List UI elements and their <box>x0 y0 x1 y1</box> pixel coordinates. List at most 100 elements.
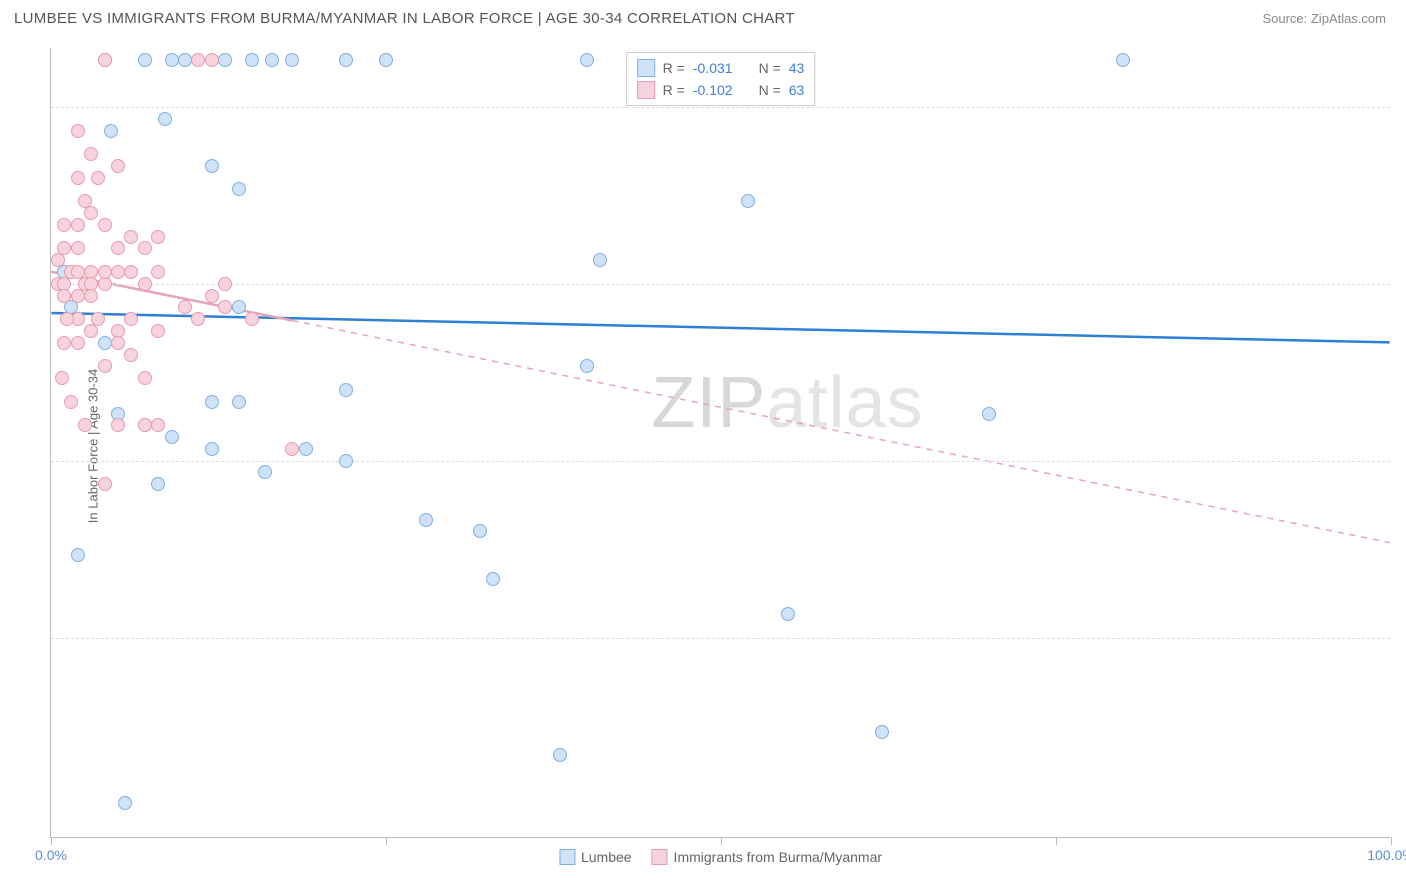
data-point <box>98 336 112 350</box>
data-point <box>151 477 165 491</box>
data-point <box>245 312 259 326</box>
data-point <box>71 548 85 562</box>
data-point <box>473 524 487 538</box>
data-point <box>232 182 246 196</box>
data-point <box>158 112 172 126</box>
x-tick <box>386 837 387 845</box>
data-point <box>111 241 125 255</box>
data-point <box>118 796 132 810</box>
data-point <box>151 230 165 244</box>
data-point <box>258 465 272 479</box>
data-point <box>84 206 98 220</box>
data-point <box>98 218 112 232</box>
legend-swatch <box>637 81 655 99</box>
data-point <box>191 53 205 67</box>
data-point <box>98 359 112 373</box>
legend-r-label: R = <box>663 60 685 76</box>
data-point <box>245 53 259 67</box>
data-point <box>285 53 299 67</box>
data-point <box>205 159 219 173</box>
series-legend-item: Immigrants from Burma/Myanmar <box>652 849 882 865</box>
data-point <box>124 312 138 326</box>
data-point <box>1116 53 1130 67</box>
legend-r-value: -0.102 <box>693 82 733 98</box>
data-point <box>91 312 105 326</box>
data-point <box>57 336 71 350</box>
x-tick-label: 100.0% <box>1367 847 1406 863</box>
data-point <box>98 53 112 67</box>
data-point <box>165 53 179 67</box>
data-point <box>138 53 152 67</box>
data-point <box>339 53 353 67</box>
legend-row: R =-0.102N =63 <box>637 79 805 101</box>
data-point <box>57 218 71 232</box>
x-tick-label: 0.0% <box>35 847 67 863</box>
gridline <box>51 107 1390 108</box>
data-point <box>91 171 105 185</box>
data-point <box>299 442 313 456</box>
data-point <box>57 241 71 255</box>
data-point <box>178 300 192 314</box>
data-point <box>71 241 85 255</box>
data-point <box>71 336 85 350</box>
x-tick <box>1391 837 1392 845</box>
data-point <box>138 277 152 291</box>
data-point <box>60 312 74 326</box>
data-point <box>151 324 165 338</box>
data-point <box>339 454 353 468</box>
x-tick <box>721 837 722 845</box>
legend-r-label: R = <box>663 82 685 98</box>
series-legend-item: Lumbee <box>559 849 632 865</box>
trend-lines <box>51 48 1390 837</box>
legend-swatch <box>637 59 655 77</box>
data-point <box>71 124 85 138</box>
gridline <box>51 638 1390 639</box>
gridline <box>51 461 1390 462</box>
data-point <box>111 159 125 173</box>
y-tick-label: 70.0% <box>1400 453 1406 469</box>
data-point <box>875 725 889 739</box>
y-tick-label: 85.0% <box>1400 276 1406 292</box>
data-point <box>580 359 594 373</box>
data-point <box>124 265 138 279</box>
data-point <box>55 371 69 385</box>
data-point <box>205 289 219 303</box>
data-point <box>151 265 165 279</box>
data-point <box>78 194 92 208</box>
data-point <box>379 53 393 67</box>
series-name: Lumbee <box>581 849 632 865</box>
data-point <box>64 395 78 409</box>
data-point <box>218 53 232 67</box>
data-point <box>781 607 795 621</box>
scatter-chart: ZIPatlas R =-0.031N =43R =-0.102N =63 Lu… <box>50 48 1390 838</box>
correlation-legend: R =-0.031N =43R =-0.102N =63 <box>626 52 816 106</box>
legend-n-value: 63 <box>789 82 805 98</box>
data-point <box>151 418 165 432</box>
data-point <box>553 748 567 762</box>
y-tick-label: 100.0% <box>1400 99 1406 115</box>
data-point <box>138 241 152 255</box>
data-point <box>124 348 138 362</box>
y-tick-label: 55.0% <box>1400 630 1406 646</box>
data-point <box>111 336 125 350</box>
data-point <box>111 418 125 432</box>
x-tick <box>1056 837 1057 845</box>
legend-n-label: N = <box>759 60 781 76</box>
series-legend: Lumbee Immigrants from Burma/Myanmar <box>559 849 882 865</box>
data-point <box>78 418 92 432</box>
data-point <box>57 289 71 303</box>
data-point <box>84 147 98 161</box>
data-point <box>84 289 98 303</box>
data-point <box>232 395 246 409</box>
data-point <box>124 230 138 244</box>
data-point <box>138 371 152 385</box>
data-point <box>285 442 299 456</box>
data-point <box>232 300 246 314</box>
gridline <box>51 284 1390 285</box>
data-point <box>218 300 232 314</box>
data-point <box>111 265 125 279</box>
data-point <box>138 418 152 432</box>
data-point <box>104 124 118 138</box>
data-point <box>982 407 996 421</box>
series-name: Immigrants from Burma/Myanmar <box>674 849 882 865</box>
